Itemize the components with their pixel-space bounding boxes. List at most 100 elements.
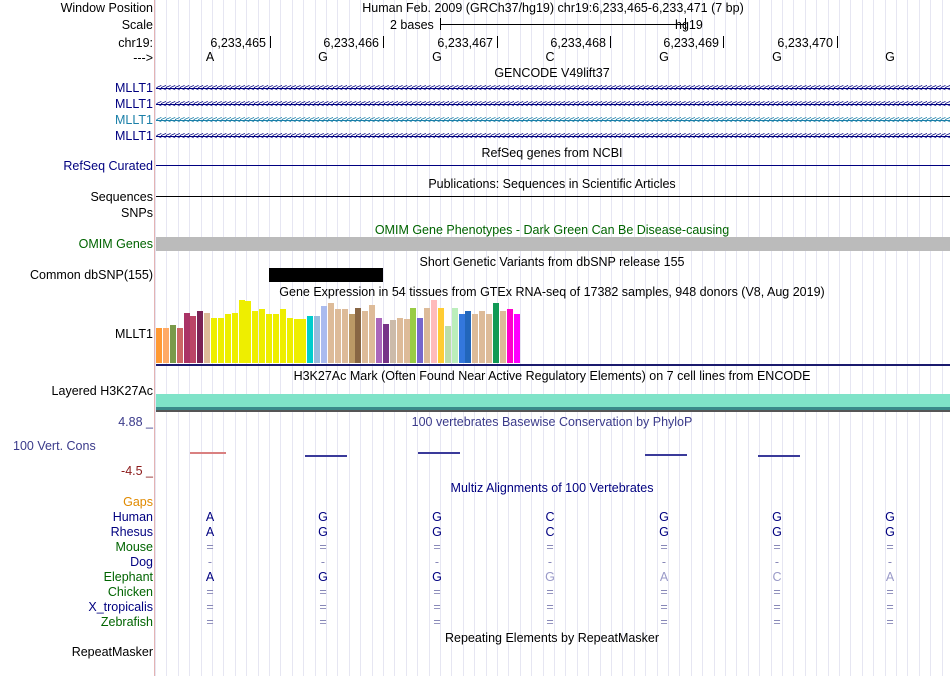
gtex-tissue-bar[interactable] bbox=[355, 308, 361, 363]
gtex-tissue-bar[interactable] bbox=[252, 311, 258, 363]
publications-sequences-label[interactable]: Sequences bbox=[90, 190, 153, 204]
omim-track-label[interactable]: OMIM Genes bbox=[78, 237, 153, 251]
refseq-gene-line[interactable] bbox=[156, 165, 950, 166]
gencode-transcript-label[interactable]: MLLT1 bbox=[115, 113, 153, 127]
publications-line[interactable] bbox=[156, 196, 950, 197]
gtex-track-label[interactable]: MLLT1 bbox=[115, 327, 153, 341]
gtex-tissue-bar[interactable] bbox=[197, 311, 203, 363]
gtex-tissue-bar[interactable] bbox=[335, 309, 341, 363]
gtex-tissue-bar[interactable] bbox=[328, 303, 334, 363]
multiz-species-label[interactable]: Rhesus bbox=[110, 525, 153, 539]
multiz-aligned-base: A bbox=[885, 570, 895, 584]
repeatmasker-track-title: Repeating Elements by RepeatMasker bbox=[444, 631, 660, 645]
gtex-tissue-bar[interactable] bbox=[397, 318, 403, 363]
gtex-tissue-bar[interactable] bbox=[431, 300, 437, 363]
multiz-species-label[interactable]: Mouse bbox=[115, 540, 153, 554]
dbsnp-track-label[interactable]: Common dbSNP(155) bbox=[30, 268, 153, 282]
gtex-tissue-bar[interactable] bbox=[156, 328, 162, 363]
gtex-tissue-bar[interactable] bbox=[294, 319, 300, 363]
gtex-tissue-bar[interactable] bbox=[445, 326, 451, 363]
gtex-tissue-bar[interactable] bbox=[507, 309, 513, 363]
dbsnp-variant-block[interactable] bbox=[269, 268, 383, 282]
h3k27ac-track-label[interactable]: Layered H3K27Ac bbox=[51, 384, 153, 398]
gtex-tissue-bar[interactable] bbox=[177, 328, 183, 363]
gtex-tissue-bar[interactable] bbox=[472, 314, 478, 363]
gtex-tissue-bar[interactable] bbox=[383, 324, 389, 363]
gencode-transcript-label[interactable]: MLLT1 bbox=[115, 129, 153, 143]
phylop-score-mark bbox=[758, 455, 800, 457]
refseq-track-label[interactable]: RefSeq Curated bbox=[63, 159, 153, 173]
multiz-species-label[interactable]: X_tropicalis bbox=[88, 600, 153, 614]
gtex-tissue-bar[interactable] bbox=[225, 314, 231, 363]
gtex-tissue-bar[interactable] bbox=[273, 314, 279, 363]
h3k27ac-signal[interactable] bbox=[156, 394, 950, 407]
gtex-tissue-bar[interactable] bbox=[500, 311, 506, 363]
multiz-aligned-base: = bbox=[546, 600, 554, 614]
gtex-tissue-bar[interactable] bbox=[184, 313, 190, 363]
multiz-aligned-base: C bbox=[545, 510, 555, 524]
gtex-tissue-bar[interactable] bbox=[266, 314, 272, 363]
multiz-aligned-base: = bbox=[433, 540, 441, 554]
gtex-tissue-bar[interactable] bbox=[211, 318, 217, 363]
multiz-aligned-base: G bbox=[432, 525, 442, 539]
gtex-tissue-bar[interactable] bbox=[465, 311, 471, 363]
publications-snps-label[interactable]: SNPs bbox=[121, 206, 153, 220]
gtex-tissue-bar[interactable] bbox=[170, 325, 176, 363]
multiz-species-label[interactable]: Human bbox=[112, 510, 153, 524]
gtex-tissue-bar[interactable] bbox=[390, 320, 396, 363]
gtex-tissue-bar[interactable] bbox=[307, 316, 313, 363]
gencode-transcript-axis bbox=[156, 136, 950, 137]
multiz-aligned-base: - bbox=[887, 555, 893, 569]
gtex-tissue-bar[interactable] bbox=[514, 314, 520, 363]
gtex-tissue-bar[interactable] bbox=[369, 305, 375, 363]
gtex-tissue-bar[interactable] bbox=[404, 319, 410, 363]
scale-bar bbox=[440, 18, 686, 32]
phylop-track-label[interactable]: 100 Vert. Cons bbox=[13, 439, 96, 453]
multiz-species-label[interactable]: Zebrafish bbox=[100, 615, 153, 629]
gtex-tissue-bar[interactable] bbox=[410, 308, 416, 363]
publications-track-title: Publications: Sequences in Scientific Ar… bbox=[428, 177, 676, 191]
base-letter: G bbox=[432, 50, 442, 64]
gtex-tissue-bar[interactable] bbox=[493, 303, 499, 363]
gtex-tissue-bar[interactable] bbox=[239, 300, 245, 363]
h3k27ac-signal-edge bbox=[156, 410, 950, 412]
gtex-tissue-bar[interactable] bbox=[218, 318, 224, 363]
gtex-tissue-bar[interactable] bbox=[438, 308, 444, 363]
phylop-score-mark bbox=[645, 454, 687, 456]
gtex-tissue-bar[interactable] bbox=[424, 308, 430, 363]
gtex-separator bbox=[156, 364, 950, 366]
multiz-aligned-base: = bbox=[206, 585, 214, 599]
window-position-value: Human Feb. 2009 (GRCh37/hg19) chr19:6,23… bbox=[362, 1, 744, 15]
multiz-species-label[interactable]: Chicken bbox=[107, 585, 153, 599]
gtex-tissue-bar[interactable] bbox=[280, 309, 286, 363]
gtex-tissue-bar[interactable] bbox=[417, 318, 423, 363]
multiz-species-label[interactable]: Elephant bbox=[103, 570, 153, 584]
multiz-track-title: Multiz Alignments of 100 Vertebrates bbox=[450, 481, 654, 495]
multiz-species-label[interactable]: Dog bbox=[130, 555, 153, 569]
omim-phenotype-bar[interactable] bbox=[156, 237, 950, 251]
gtex-tissue-bar[interactable] bbox=[376, 318, 382, 363]
gtex-tissue-bar[interactable] bbox=[321, 306, 327, 363]
gtex-tissue-bar[interactable] bbox=[349, 314, 355, 363]
multiz-gaps-label[interactable]: Gaps bbox=[123, 495, 153, 509]
gtex-tissue-bar[interactable] bbox=[300, 319, 306, 363]
gtex-tissue-bar[interactable] bbox=[479, 311, 485, 363]
gencode-transcript-label[interactable]: MLLT1 bbox=[115, 97, 153, 111]
multiz-aligned-base: = bbox=[546, 585, 554, 599]
gtex-tissue-bar[interactable] bbox=[314, 316, 320, 363]
gtex-tissue-bar[interactable] bbox=[163, 328, 169, 363]
gencode-transcript-label[interactable]: MLLT1 bbox=[115, 81, 153, 95]
gtex-tissue-bar[interactable] bbox=[486, 314, 492, 363]
gtex-tissue-bar[interactable] bbox=[204, 313, 210, 363]
gtex-tissue-bar[interactable] bbox=[459, 314, 465, 363]
gtex-tissue-bar[interactable] bbox=[342, 309, 348, 363]
gtex-tissue-bar[interactable] bbox=[362, 311, 368, 363]
gtex-tissue-bar[interactable] bbox=[190, 316, 196, 363]
gtex-tissue-bar[interactable] bbox=[232, 313, 238, 363]
repeatmasker-track-label[interactable]: RepeatMasker bbox=[71, 645, 153, 659]
gtex-tissue-bar[interactable] bbox=[245, 301, 251, 363]
gtex-tissue-bar[interactable] bbox=[452, 308, 458, 363]
gtex-tissue-bar[interactable] bbox=[259, 309, 265, 363]
gtex-tissue-bar[interactable] bbox=[287, 318, 293, 363]
